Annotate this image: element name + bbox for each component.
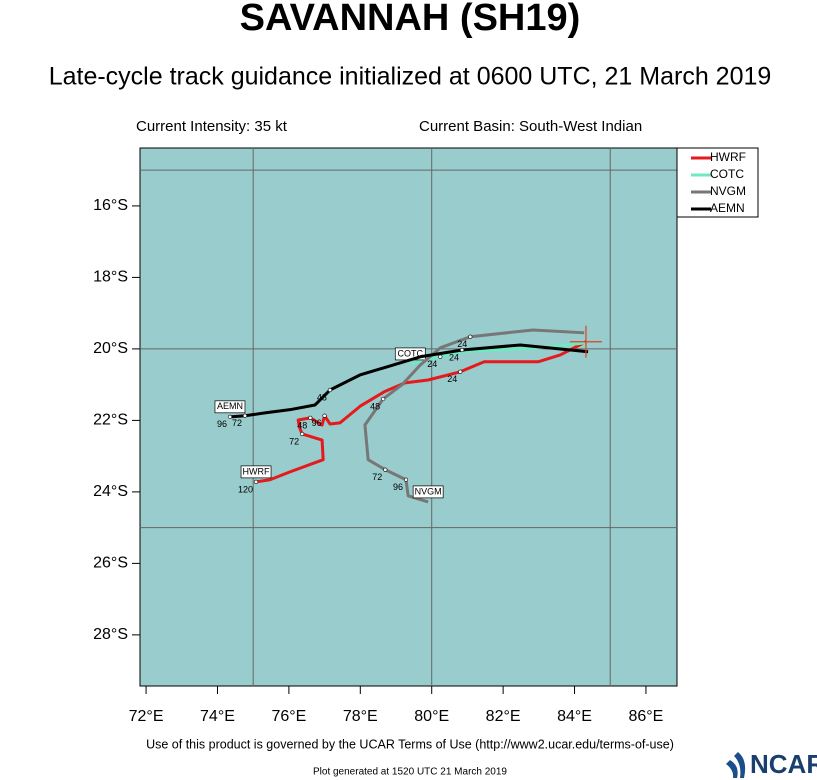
legend: HWRF COTC NVGM AEMN (676, 147, 759, 218)
hour-label: 96 (312, 418, 322, 428)
track-point (381, 396, 386, 402)
y-tick-label: 18°S (93, 269, 128, 286)
name-box (412, 485, 444, 499)
track-point (322, 413, 327, 418)
logo-swoosh (734, 752, 746, 778)
track-name: HWRF (243, 466, 270, 476)
footer-note: Use of this product is governed by the U… (146, 737, 674, 751)
hour-label: 48 (317, 392, 327, 402)
x-tick-label: 80°E (414, 708, 449, 725)
y-tick-label: 22°S (93, 412, 128, 429)
ncar-logo: NCAR (726, 749, 817, 779)
track-point (403, 477, 409, 482)
x-tick-label: 86°E (628, 708, 663, 725)
hour-label: 120 (238, 484, 253, 494)
x-tick-label: 76°E (271, 708, 306, 725)
logo-text: NCAR (750, 749, 817, 779)
track-name: AEMN (217, 401, 243, 411)
track-point (242, 413, 248, 418)
hour-label: 72 (372, 472, 382, 482)
x-tick-label: 82°E (486, 708, 521, 725)
intensity-note: Current Intensity: 35 kt (136, 118, 288, 135)
hour-label: 24 (447, 374, 457, 384)
hour-label: 48 (297, 420, 307, 430)
hour-label: 24 (457, 339, 467, 349)
hour-label: 48 (370, 401, 380, 411)
legend-label: AEMN (710, 201, 745, 215)
legend-label: COTC (710, 167, 744, 181)
track-point (383, 467, 388, 472)
hour-label: 72 (232, 418, 242, 428)
basin-note: Current Basin: South-West Indian (419, 118, 642, 135)
track-name-box: AEMN (214, 400, 246, 414)
track-point (253, 479, 259, 484)
hour-label: 96 (393, 482, 403, 492)
x-tick-label: 72°E (129, 708, 164, 725)
legend-box (676, 147, 759, 218)
track-point (459, 347, 465, 353)
legend-label: HWRF (710, 150, 746, 164)
track-point (458, 369, 463, 374)
track-name-box: NVGM (412, 485, 444, 499)
y-tick-label: 16°S (93, 197, 128, 214)
track-point (227, 414, 233, 419)
name-box (240, 465, 272, 479)
track-point (308, 415, 313, 420)
track-name: NVGM (415, 486, 442, 496)
track-point (438, 354, 443, 359)
track-line (255, 340, 587, 484)
x-tick-label: 84°E (557, 708, 592, 725)
y-tick-label: 20°S (93, 340, 128, 357)
legend-label: NVGM (710, 184, 746, 198)
track-name: COTC (398, 348, 424, 358)
chart-subtitle: Late-cycle track guidance initialized at… (49, 63, 772, 91)
current-position (569, 325, 602, 358)
track-point (468, 334, 473, 339)
generated-note: Plot generated at 1520 UTC 21 March 2019 (313, 767, 507, 778)
y-tick-label: 24°S (93, 483, 128, 500)
track-name-box: HWRF (240, 465, 272, 479)
y-tick-label: 26°S (93, 555, 128, 572)
name-box (214, 400, 246, 414)
chart-title: SAVANNAH (SH19) (240, 0, 581, 39)
hour-label: 24 (427, 359, 437, 369)
logo-swoosh (726, 760, 738, 778)
hour-label: 72 (289, 436, 299, 446)
y-tick-label: 28°S (93, 626, 128, 643)
hour-label: 24 (449, 352, 459, 362)
x-tick-label: 74°E (200, 708, 235, 725)
x-tick-label: 78°E (343, 708, 378, 725)
hour-label: 96 (217, 419, 227, 429)
plot-area (139, 147, 678, 687)
track-point (299, 431, 305, 437)
track-point (327, 387, 333, 393)
